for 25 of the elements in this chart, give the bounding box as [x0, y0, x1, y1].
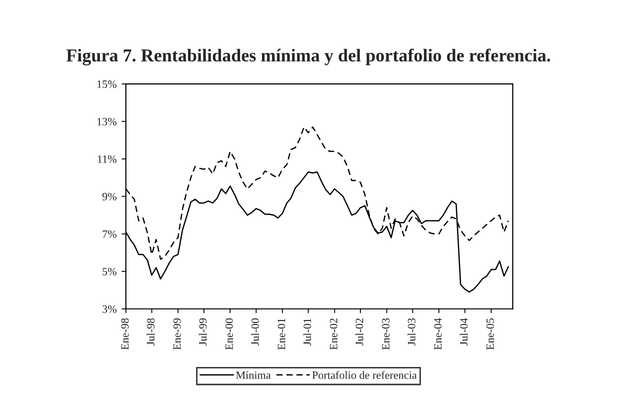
x-tick-label: Jul-02: [355, 318, 364, 346]
x-tick-label: Ene-04: [434, 318, 442, 350]
y-tick-label: 9%: [102, 192, 116, 200]
legend-label: Mínima: [236, 371, 271, 379]
x-tick-label: Ene-98: [121, 318, 129, 350]
y-tick-label: 13%: [97, 118, 116, 126]
x-tick-label: Jul-04: [460, 318, 468, 346]
x-tick-label: Jul-00: [251, 318, 259, 346]
x-tick-label: Ene-01: [278, 318, 286, 350]
x-tick-label: Ene-05: [486, 318, 494, 350]
y-tick-label: 11%: [98, 155, 116, 163]
x-tick-label: Ene-03: [382, 318, 390, 350]
y-tick-label: 5%: [102, 268, 116, 276]
x-tick-label: Ene-02: [330, 318, 338, 350]
x-tick-label: Ene-00: [225, 318, 233, 350]
x-tick-label: Jul-01: [303, 318, 312, 346]
x-tick-label: Jul-99: [198, 318, 207, 346]
x-tick-label: Jul-98: [146, 318, 155, 346]
y-tick-label: 15%: [97, 80, 116, 88]
legend-label: Portafolio de referencia: [312, 370, 417, 379]
y-tick-label: 7%: [102, 230, 116, 238]
x-tick-label: Jul-03: [408, 318, 416, 346]
x-tick-label: Ene-99: [173, 318, 181, 350]
y-tick-label: 3%: [102, 305, 116, 313]
chart-title: Figura 7. Rentabilidades mínima y del portafolio de referencia.: [66, 48, 550, 66]
